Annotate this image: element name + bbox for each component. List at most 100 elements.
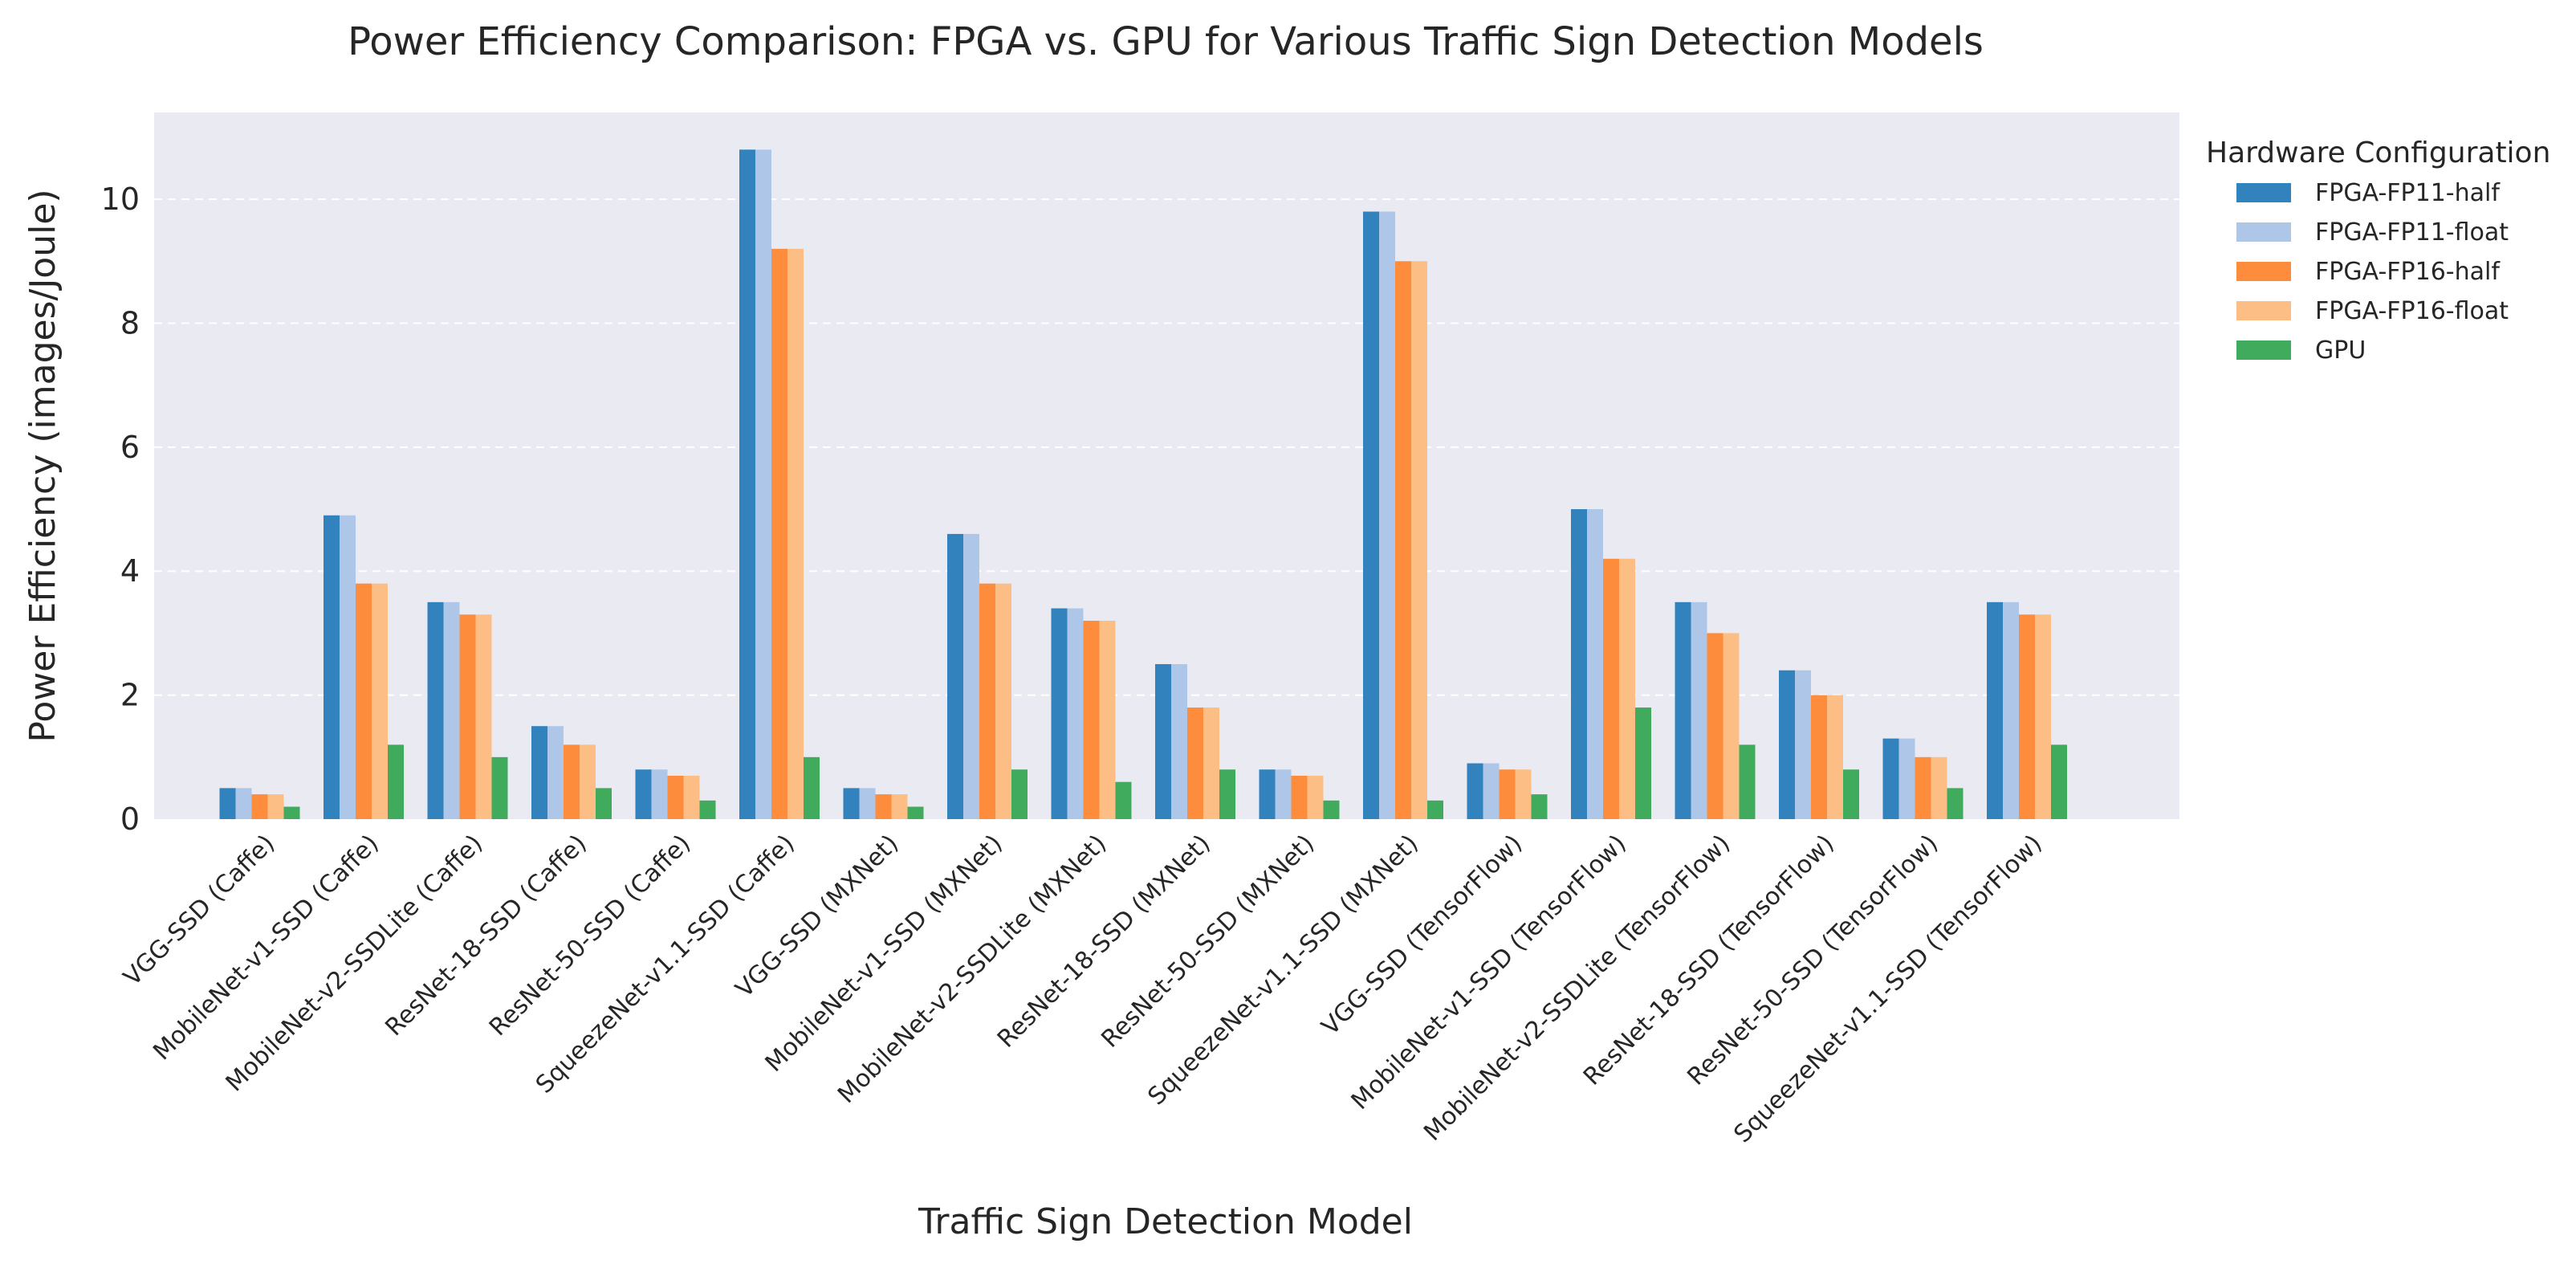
x-axis-label: Traffic Sign Detection Model xyxy=(918,1201,1413,1242)
bar-group xyxy=(1259,769,1340,819)
bar xyxy=(356,583,372,819)
y-axis: 0 2 4 6 8 10 xyxy=(101,181,140,837)
bar xyxy=(1379,211,1395,819)
bar-group xyxy=(1467,763,1548,819)
y-axis-label: Power Efficiency (images/Joule) xyxy=(22,189,63,742)
bar xyxy=(1882,738,1899,819)
legend-label: FPGA-FP16-float xyxy=(2315,297,2509,325)
bar xyxy=(1291,775,1308,819)
legend-item: FPGA-FP11-half xyxy=(2236,179,2501,207)
bar xyxy=(1515,769,1532,819)
bar-group xyxy=(531,726,612,819)
bar xyxy=(1155,664,1171,819)
legend-item: FPGA-FP16-float xyxy=(2236,297,2509,325)
bar-group xyxy=(843,788,924,819)
bar-group xyxy=(1882,738,1964,819)
bar xyxy=(1987,601,2003,819)
bar-group xyxy=(947,533,1028,819)
y-tick-label: 0 xyxy=(120,801,140,837)
bar xyxy=(804,756,820,819)
legend-swatch xyxy=(2236,183,2291,202)
bar xyxy=(443,601,460,819)
bar xyxy=(283,806,300,819)
bar xyxy=(267,794,284,819)
bar xyxy=(1427,800,1443,819)
bar xyxy=(651,769,668,819)
x-tick-label: ResNet-18-SSD (MXNet) xyxy=(992,830,1216,1054)
bar xyxy=(251,794,268,819)
bar xyxy=(547,726,564,819)
legend-label: FPGA-FP11-half xyxy=(2315,179,2501,207)
bar-group xyxy=(1363,211,1443,819)
bar xyxy=(459,614,476,819)
y-tick-label: 2 xyxy=(120,678,140,713)
bar xyxy=(1171,664,1187,819)
bar xyxy=(1827,695,1843,819)
legend-title: Hardware Configuration xyxy=(2206,137,2550,169)
bar xyxy=(963,533,979,819)
bar xyxy=(995,583,1011,819)
bar xyxy=(683,775,700,819)
bar xyxy=(372,583,388,819)
x-tick-label: ResNet-18-SSD (Caffe) xyxy=(380,830,592,1042)
bar xyxy=(1411,261,1427,819)
bar xyxy=(1779,670,1795,819)
bar xyxy=(1531,794,1548,819)
legend-swatch xyxy=(2236,340,2291,360)
bar xyxy=(1603,558,1619,819)
bar xyxy=(1363,211,1379,819)
bar xyxy=(1675,601,1691,819)
legend: Hardware Configuration FPGA-FP11-half FPG… xyxy=(2206,137,2550,365)
bar xyxy=(1099,620,1116,819)
bar-group xyxy=(1571,509,1651,819)
bar xyxy=(787,248,804,819)
bar-group xyxy=(1155,664,1235,819)
bar xyxy=(667,775,684,819)
bar xyxy=(1947,788,1964,819)
x-tick-label: MobileNet-v1-SSD (Caffe) xyxy=(148,830,384,1066)
bars xyxy=(219,149,2067,819)
bar xyxy=(531,726,547,819)
bar xyxy=(1795,670,1811,819)
y-tick-label: 8 xyxy=(120,305,140,340)
bar-group xyxy=(635,769,716,819)
bar xyxy=(1723,633,1740,819)
legend-item: GPU xyxy=(2236,336,2366,365)
bar xyxy=(235,788,252,819)
bar-group xyxy=(1051,608,1132,819)
bar xyxy=(388,744,404,819)
bar xyxy=(1483,763,1500,819)
bar xyxy=(1115,781,1132,819)
bar xyxy=(699,800,716,819)
legend-label: GPU xyxy=(2315,336,2366,365)
x-tick-label: VGG-SSD (TensorFlow) xyxy=(1316,830,1528,1041)
bar xyxy=(1051,608,1068,819)
bar-group xyxy=(324,515,404,819)
bar xyxy=(1187,707,1203,819)
bar xyxy=(635,769,652,819)
legend-item: FPGA-FP11-float xyxy=(2236,218,2509,247)
bar xyxy=(427,601,444,819)
bar xyxy=(875,794,892,819)
bar-group xyxy=(427,601,508,819)
bar xyxy=(755,149,771,819)
bar xyxy=(739,149,755,819)
x-tick-label: ResNet-50-SSD (MXNet) xyxy=(1096,830,1320,1054)
bar xyxy=(1011,769,1028,819)
bar xyxy=(1619,558,1635,819)
legend-item: FPGA-FP16-half xyxy=(2236,258,2501,286)
bar xyxy=(1707,633,1723,819)
bar xyxy=(1811,695,1827,819)
y-tick-label: 4 xyxy=(120,553,140,589)
y-tick-label: 6 xyxy=(120,430,140,465)
chart-title: Power Efficiency Comparison: FPGA vs. GP… xyxy=(348,19,1984,64)
bar xyxy=(2003,601,2019,819)
bar xyxy=(947,533,963,819)
bar xyxy=(1843,769,1859,819)
bar xyxy=(2051,744,2067,819)
bar xyxy=(891,794,908,819)
bar xyxy=(2019,614,2035,819)
bar xyxy=(340,515,356,819)
